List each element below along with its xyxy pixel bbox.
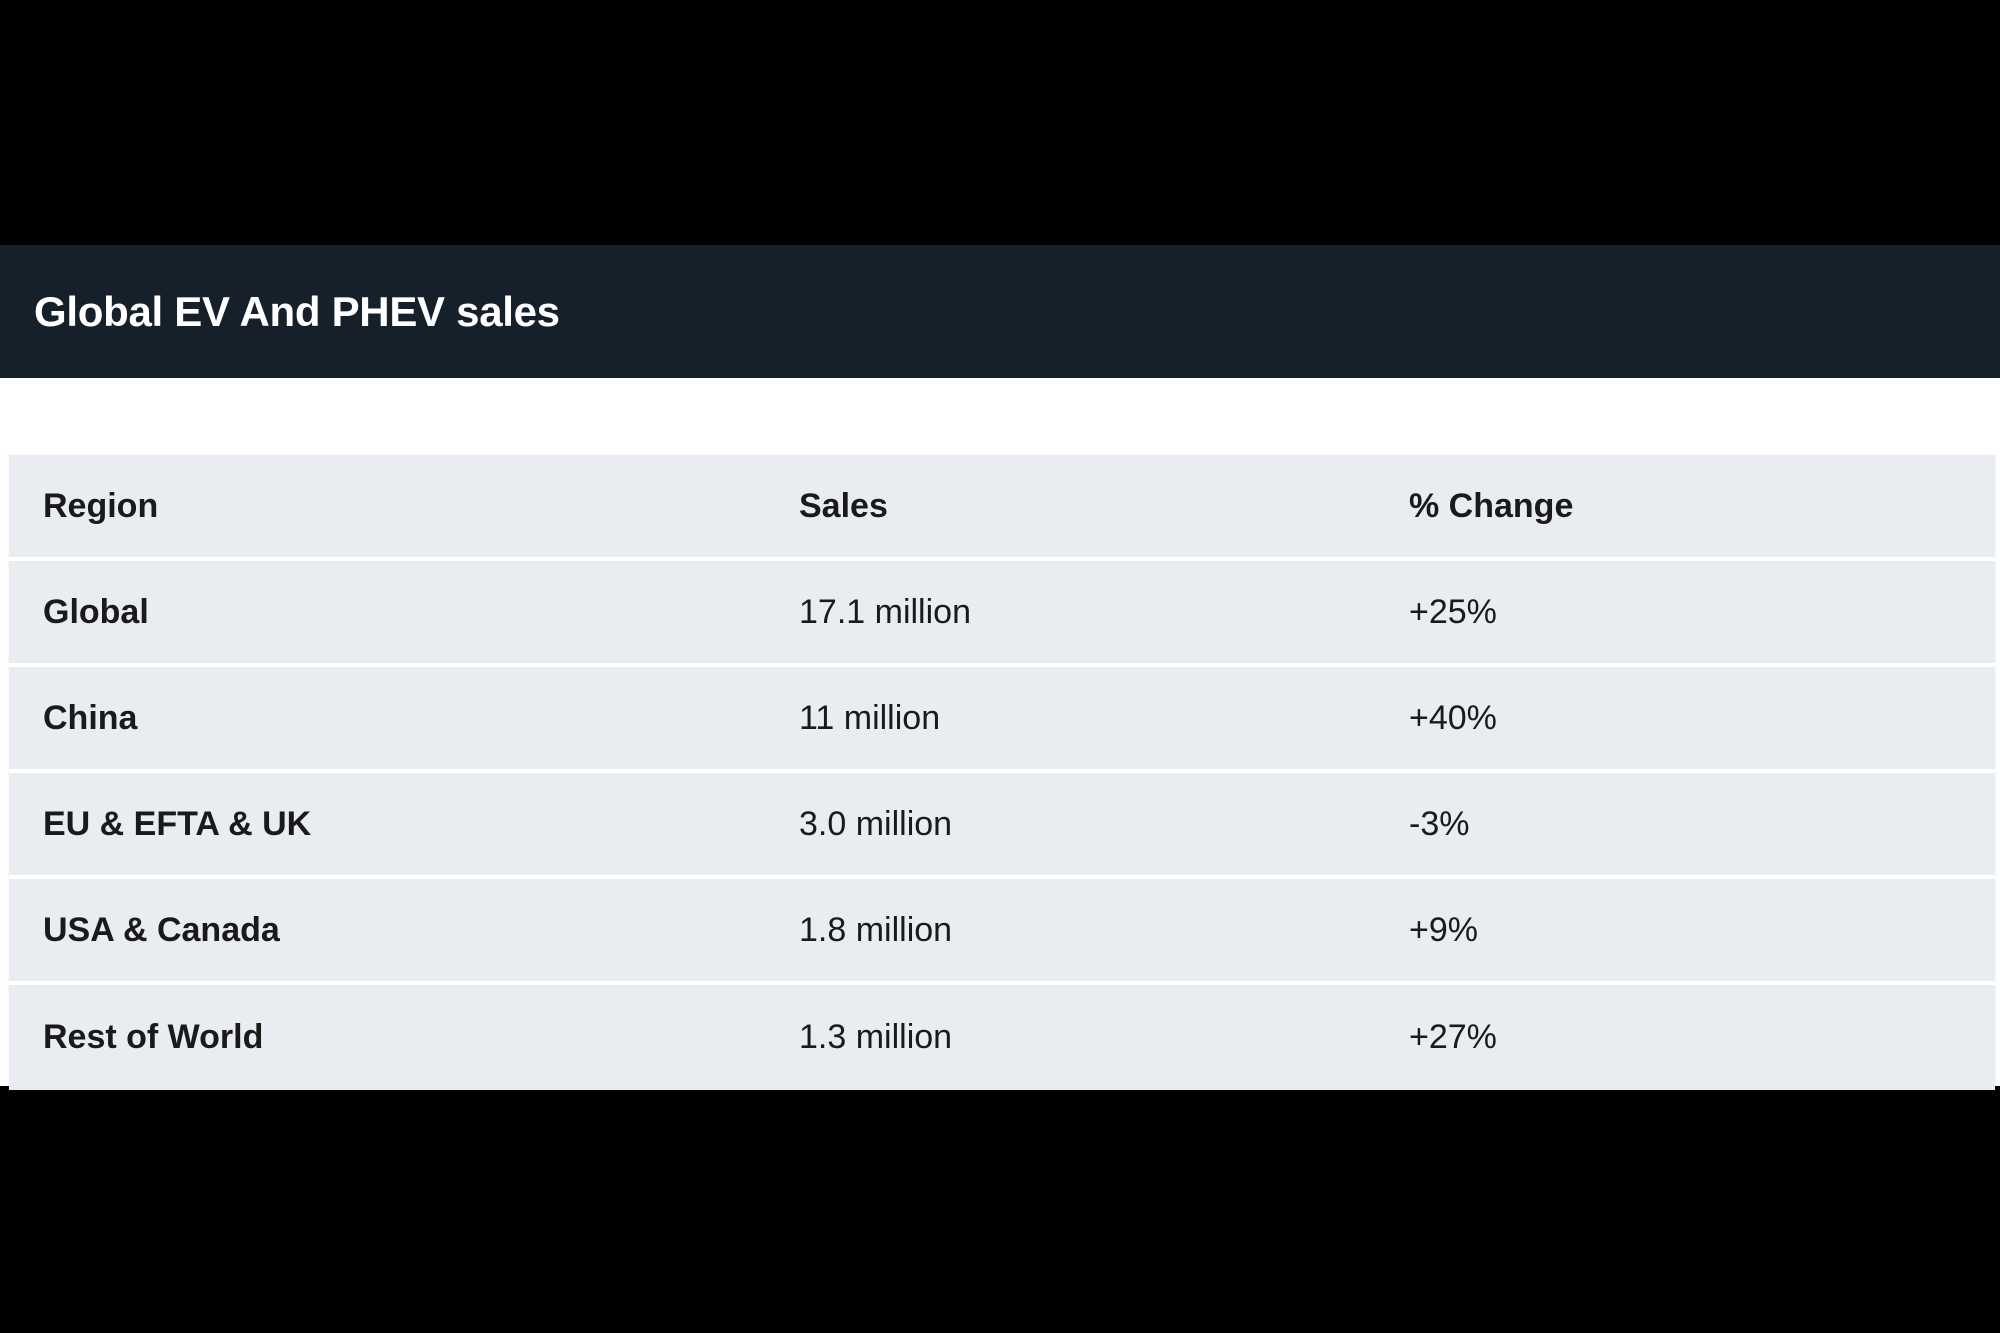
sales-cell: 1.3 million <box>799 1018 953 1056</box>
column-header-sales: Sales <box>799 486 888 525</box>
sales-cell: 17.1 million <box>799 592 971 631</box>
table-row: China 11 million +40% <box>9 667 1995 769</box>
change-cell: +9% <box>1409 910 1478 949</box>
change-cell: +40% <box>1409 698 1497 737</box>
table-row: Global 17.1 million +25% <box>9 561 1995 663</box>
table-row: EU & EFTA & UK 3.0 million -3% <box>9 773 1995 875</box>
region-cell: EU & EFTA & UK <box>43 804 312 843</box>
table-row: Rest of World 1.3 million +27% <box>9 985 1995 1090</box>
content-area: Region Sales % Change Global 17.1 millio… <box>0 378 2000 1090</box>
region-cell: Rest of World <box>43 1018 264 1056</box>
table-title: Global EV And PHEV sales <box>34 287 560 335</box>
region-cell: Global <box>43 592 149 631</box>
region-cell: China <box>43 698 138 737</box>
column-header-region: Region <box>43 486 159 525</box>
sales-cell: 11 million <box>799 698 941 737</box>
change-cell: -3% <box>1409 804 1470 843</box>
table-row: USA & Canada 1.8 million +9% <box>9 879 1995 981</box>
change-cell: +27% <box>1409 1018 1497 1056</box>
change-cell: +25% <box>1409 592 1497 631</box>
title-bar: Global EV And PHEV sales <box>0 245 2000 378</box>
sales-cell: 3.0 million <box>799 804 953 843</box>
table-header-row: Region Sales % Change <box>9 455 1995 557</box>
sales-table: Region Sales % Change Global 17.1 millio… <box>9 455 1995 1090</box>
column-header-change: % Change <box>1409 486 1574 525</box>
region-cell: USA & Canada <box>43 910 280 949</box>
sales-cell: 1.8 million <box>799 910 953 949</box>
